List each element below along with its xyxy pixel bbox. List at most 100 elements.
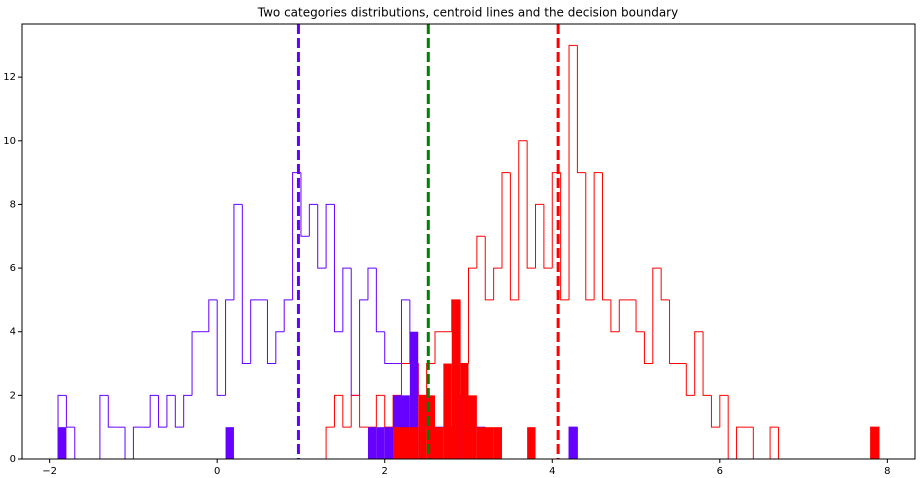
hist-step bbox=[375, 394, 385, 428]
hist-step bbox=[417, 363, 427, 396]
hist-step bbox=[342, 267, 352, 332]
hist-bar bbox=[225, 427, 234, 459]
chart-title: Two categories distributions, centroid l… bbox=[257, 6, 678, 20]
hist-step bbox=[501, 172, 511, 269]
hist-step bbox=[400, 299, 410, 364]
y-tick-label: 4 bbox=[10, 327, 16, 338]
x-tick-label: 8 bbox=[884, 466, 890, 477]
hist-step bbox=[342, 395, 352, 428]
hist-step bbox=[325, 203, 335, 269]
hist-step bbox=[568, 44, 578, 300]
hist-bar bbox=[409, 427, 419, 459]
hist-step bbox=[367, 267, 377, 300]
hist-step bbox=[560, 172, 570, 301]
x-tick-label: 0 bbox=[214, 466, 220, 477]
hist-bar bbox=[393, 427, 402, 459]
hist-step bbox=[635, 299, 645, 333]
hist-step bbox=[593, 172, 603, 300]
y-tick-label: 10 bbox=[3, 136, 16, 147]
axes-frame bbox=[21, 23, 916, 460]
hist-step bbox=[459, 299, 469, 365]
hist-step bbox=[468, 267, 477, 364]
hist-step bbox=[350, 268, 360, 396]
hist-step bbox=[400, 363, 410, 396]
hist-step bbox=[484, 236, 494, 301]
hist-step bbox=[652, 267, 662, 364]
hist-step bbox=[618, 299, 628, 332]
hist-step bbox=[65, 395, 75, 428]
hist-step bbox=[158, 395, 167, 428]
hist-bar bbox=[409, 331, 419, 459]
hist-step bbox=[241, 204, 251, 365]
hist-step bbox=[719, 394, 729, 428]
y-tick-label: 12 bbox=[3, 72, 16, 83]
x-tick-label: −2 bbox=[42, 466, 57, 477]
hist-step bbox=[283, 299, 293, 332]
hist-step bbox=[476, 235, 486, 269]
hist-step bbox=[585, 172, 595, 301]
hist-bar bbox=[418, 395, 427, 459]
hist-bar bbox=[443, 363, 452, 459]
hist-step bbox=[576, 427, 586, 460]
hist-step bbox=[300, 172, 310, 237]
hist-step bbox=[375, 268, 385, 333]
hist-step bbox=[434, 331, 444, 364]
hist-bar bbox=[451, 299, 461, 459]
hist-step bbox=[509, 172, 519, 301]
hist-step bbox=[752, 427, 762, 460]
hist-step bbox=[124, 427, 134, 460]
hist-step bbox=[359, 395, 368, 428]
hist-step bbox=[384, 395, 394, 428]
hist-step bbox=[208, 299, 218, 332]
hist-step bbox=[643, 331, 653, 365]
hist-step bbox=[183, 394, 193, 428]
hist-step bbox=[74, 427, 84, 460]
hist-bar bbox=[426, 395, 435, 459]
hist-step bbox=[769, 426, 779, 459]
hist-step bbox=[233, 203, 243, 300]
y-tick-label: 8 bbox=[10, 199, 16, 210]
hist-step bbox=[777, 427, 787, 460]
hist-step bbox=[174, 395, 184, 428]
hist-step bbox=[333, 204, 343, 333]
hist-bar bbox=[870, 427, 879, 459]
hist-step bbox=[132, 426, 142, 459]
x-tick-label: 6 bbox=[717, 466, 723, 477]
hist-bar bbox=[527, 427, 536, 459]
hist-bar bbox=[476, 427, 486, 459]
hist-step bbox=[359, 299, 368, 396]
hist-step bbox=[543, 204, 553, 269]
hist-bar bbox=[485, 427, 494, 459]
hist-step bbox=[191, 331, 201, 396]
hist-step bbox=[166, 394, 176, 428]
hist-step bbox=[518, 140, 528, 300]
hist-step bbox=[710, 395, 720, 428]
hist-step bbox=[225, 299, 234, 396]
hist-step bbox=[526, 140, 536, 269]
hist-step bbox=[99, 394, 109, 459]
hist-step bbox=[308, 203, 318, 237]
hist-step bbox=[350, 394, 360, 428]
hist-bar bbox=[58, 427, 67, 459]
hist-step bbox=[736, 426, 745, 459]
hist-bar bbox=[460, 363, 469, 459]
hist-step bbox=[275, 331, 285, 364]
hist-step bbox=[216, 299, 226, 396]
hist-step bbox=[384, 331, 394, 365]
hist-step bbox=[325, 426, 335, 459]
hist-bar bbox=[569, 427, 578, 459]
hist-bar bbox=[376, 427, 385, 459]
y-tick-label: 6 bbox=[10, 263, 16, 274]
y-tick-label: 0 bbox=[10, 454, 16, 465]
hist-step bbox=[727, 395, 737, 460]
hist-step bbox=[685, 363, 695, 396]
x-tick-label: 4 bbox=[549, 466, 555, 477]
hist-step bbox=[493, 267, 503, 300]
hist-bar bbox=[434, 427, 444, 459]
hist-bar bbox=[384, 427, 394, 459]
hist-bar bbox=[401, 427, 410, 459]
hist-step bbox=[426, 363, 435, 396]
hist-step bbox=[250, 299, 260, 364]
hist-step bbox=[576, 45, 586, 174]
hist-bar bbox=[468, 395, 477, 459]
